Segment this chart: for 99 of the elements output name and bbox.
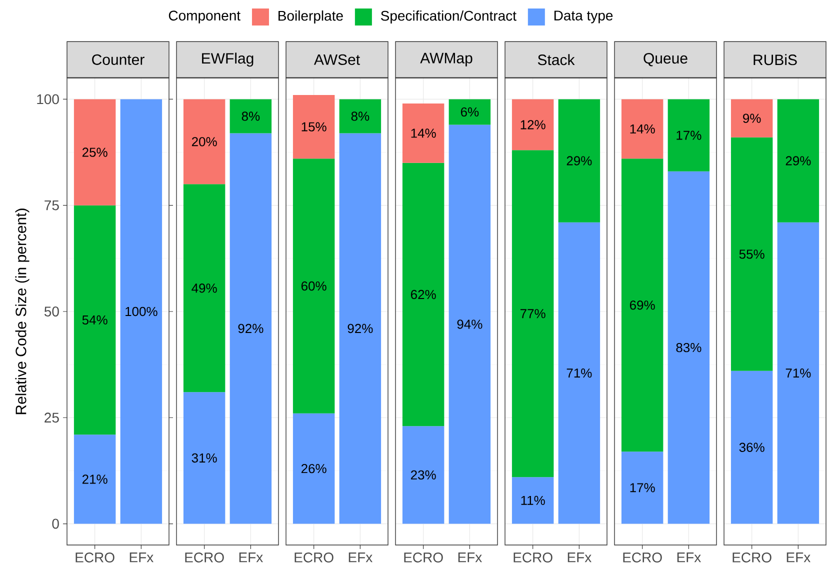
y-tick-label: 0 [52,518,59,529]
bar [730,137,773,371]
bar [621,158,664,452]
data-label: 20% [192,137,217,146]
legend-label: Boilerplate [278,10,343,24]
legend-label: Specification/Contract [380,10,516,24]
bar [558,99,600,222]
x-tick-label: EFx [239,552,263,562]
bar [777,99,820,222]
bar [183,184,226,392]
bar [230,133,272,524]
x-tick-label: ECRO [623,552,662,562]
x-tick-label: EFx [458,552,482,562]
bar [183,392,226,524]
data-label: 55% [739,250,764,259]
bar [74,434,116,524]
bar [120,99,162,524]
legend-label: Data type [554,10,613,24]
data-label: 23% [410,470,436,480]
bar [74,99,116,206]
data-label: 36% [739,442,764,452]
data-label: 14% [630,124,655,134]
legend-title: Component [168,10,240,24]
x-tick-label: EFx [568,552,592,562]
data-label: 29% [786,156,811,166]
bar [292,94,335,159]
y-tick-label: 100 [37,94,59,104]
chart-title: Stack [538,54,575,66]
data-label: 31% [192,453,217,463]
x-tick-label: ECRO [76,552,114,562]
chart-title: Counter [92,54,144,65]
data-label: 8% [351,112,370,121]
chart-title: AWMap [420,52,472,66]
bar [292,158,335,414]
data-label: 8% [242,112,260,121]
bar [777,222,820,524]
chart-title: Queue [644,52,688,66]
bar [230,99,272,134]
bar [183,99,226,184]
data-label: 25% [82,148,108,157]
data-label: 26% [301,464,326,474]
data-label: 71% [786,368,811,378]
data-label: 29% [566,156,592,166]
data-label: 69% [630,300,655,310]
bar [621,99,664,159]
bar [512,150,554,478]
x-tick-label: EFx [677,552,701,562]
bar [730,99,773,138]
data-label: 11% [521,496,545,505]
bar [402,103,444,163]
bar [668,171,710,524]
data-label: 54% [82,315,108,325]
data-label: 94% [457,320,482,329]
chart-title: RUBiS [754,54,797,66]
bar [402,162,444,426]
data-label: 17% [630,483,655,492]
y-tick-label: 75 [44,200,59,210]
bar [339,133,382,524]
bar [448,124,491,524]
data-label: 15% [302,122,326,132]
x-tick-label: ECRO [404,552,443,562]
y-tick-label: 25 [44,412,59,423]
bar [558,222,600,524]
data-label: 92% [348,324,373,334]
x-tick-label: ECRO [514,552,552,562]
bar [512,477,554,524]
data-label: 6% [460,107,479,117]
data-label: 49% [192,284,217,293]
data-label: 83% [676,342,702,352]
bar [512,99,554,150]
bar [621,452,664,524]
data-label: 9% [743,114,761,123]
data-label: 14% [411,128,436,138]
x-tick-label: EFx [130,552,154,562]
bar [292,413,335,524]
bar [730,370,773,524]
bar [668,99,710,172]
data-label: 77% [520,309,546,318]
x-tick-label: ECRO [732,552,772,562]
data-label: 17% [676,130,702,140]
chart-title: EWFlag [202,52,254,67]
x-tick-label: ECRO [294,552,334,562]
x-tick-label: EFx [786,552,810,562]
bar [74,205,116,435]
data-label: 60% [301,281,326,291]
x-tick-label: ECRO [185,552,224,562]
data-label: 71% [566,368,592,378]
y-tick-label: 50 [44,306,59,316]
data-label: 100% [126,306,158,316]
data-label: 92% [238,324,264,334]
bar [339,99,382,134]
bar [448,99,491,125]
data-label: 21% [82,474,108,484]
x-tick-label: EFx [348,552,372,562]
data-label: 12% [520,120,546,130]
y-axis-title: Relative Code Size (in percent) [15,208,30,414]
bar [402,426,444,524]
chart-title: AWSet [314,54,360,65]
data-label: 62% [410,290,436,300]
